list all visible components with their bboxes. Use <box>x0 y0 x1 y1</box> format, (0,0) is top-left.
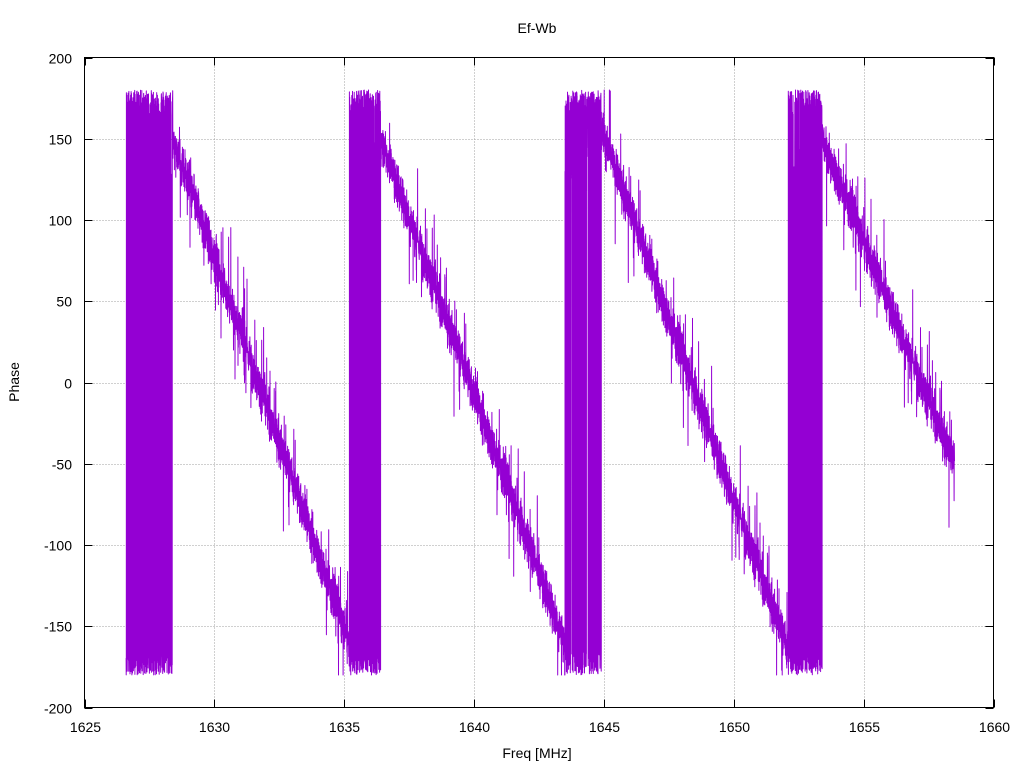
x-tick-labels: 1625 1630 1635 1640 1645 1650 1655 1660 <box>70 719 1010 735</box>
x-axis-label: Freq [MHz] <box>502 745 571 761</box>
y-tick-label: 150 <box>49 132 73 148</box>
x-tick-label: 1655 <box>849 719 880 735</box>
grid-lines <box>84 57 994 708</box>
x-tick-label: 1660 <box>979 719 1010 735</box>
phase-series-line <box>125 89 955 676</box>
x-tick-label: 1640 <box>459 719 490 735</box>
plot-frame <box>84 57 994 708</box>
x-tick-label: 1650 <box>719 719 750 735</box>
y-tick-label: -100 <box>44 538 72 554</box>
axis-ticks <box>84 57 995 709</box>
y-tick-label: 100 <box>49 213 73 229</box>
x-tick-label: 1645 <box>589 719 620 735</box>
x-tick-label: 1625 <box>70 719 101 735</box>
y-tick-label: 0 <box>64 376 72 392</box>
x-tick-label: 1635 <box>329 719 360 735</box>
chart-title: Ef-Wb <box>518 20 557 36</box>
y-axis-label: Phase <box>6 362 22 402</box>
y-tick-label: 50 <box>56 294 72 310</box>
x-tick-label: 1630 <box>199 719 230 735</box>
y-tick-label: -150 <box>44 619 72 635</box>
y-tick-label: -200 <box>44 701 72 717</box>
y-tick-label: 200 <box>49 51 73 67</box>
y-tick-labels: -200 -150 -100 -50 0 50 100 150 200 <box>44 51 72 717</box>
y-tick-label: -50 <box>52 457 72 473</box>
plot-area <box>125 89 955 676</box>
